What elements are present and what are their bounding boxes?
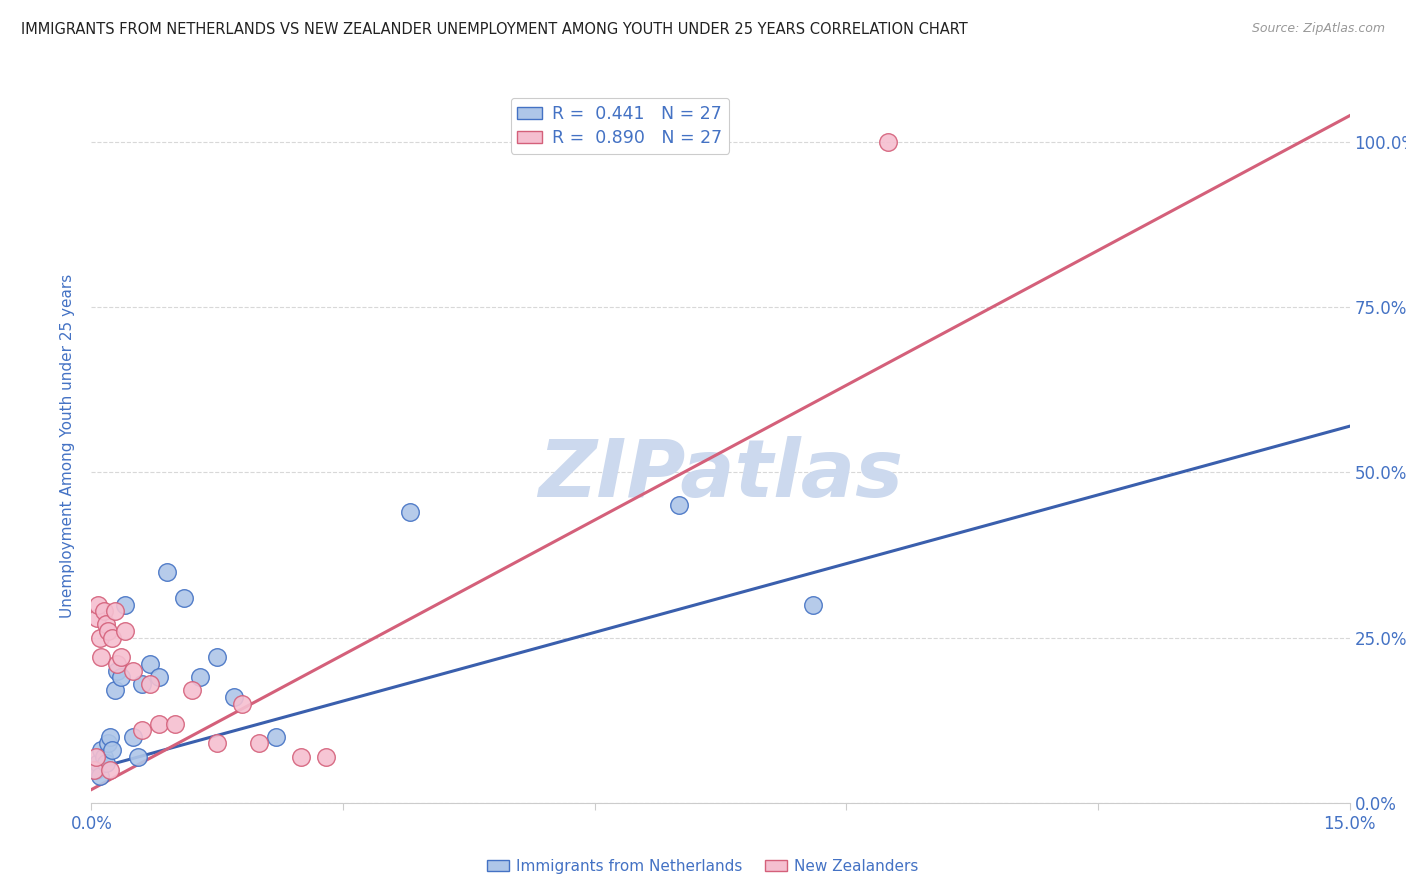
Point — [89, 631, 111, 645]
Point — [668, 499, 690, 513]
Text: IMMIGRANTS FROM NETHERLANDS VS NEW ZEALANDER UNEMPLOYMENT AMONG YOUTH UNDER 25 Y: IMMIGRANTS FROM NETHERLANDS VS NEW ZEALA… — [21, 22, 967, 37]
Point — [110, 670, 132, 684]
Point — [84, 763, 107, 777]
Point — [877, 135, 900, 149]
Point — [181, 683, 204, 698]
Point — [104, 683, 127, 698]
Point — [148, 716, 170, 731]
Point — [87, 756, 110, 771]
Point — [96, 617, 118, 632]
Point — [139, 657, 162, 671]
Point — [98, 730, 121, 744]
Point — [90, 743, 112, 757]
Point — [205, 736, 228, 750]
Point — [801, 598, 824, 612]
Point — [127, 749, 149, 764]
Text: Source: ZipAtlas.com: Source: ZipAtlas.com — [1251, 22, 1385, 36]
Point — [114, 624, 136, 638]
Point — [264, 730, 287, 744]
Point — [86, 611, 108, 625]
Point — [101, 743, 124, 757]
Point — [93, 749, 115, 764]
Point — [97, 624, 120, 638]
Point — [114, 598, 136, 612]
Point — [131, 677, 153, 691]
Y-axis label: Unemployment Among Youth under 25 years: Unemployment Among Youth under 25 years — [60, 274, 76, 618]
Legend: Immigrants from Netherlands, New Zealanders: Immigrants from Netherlands, New Zealand… — [481, 853, 925, 880]
Point — [122, 664, 145, 678]
Point — [205, 650, 228, 665]
Point — [98, 763, 121, 777]
Point — [105, 657, 128, 671]
Point — [122, 730, 145, 744]
Point — [156, 565, 179, 579]
Point — [399, 505, 422, 519]
Point — [247, 736, 270, 750]
Text: ZIPatlas: ZIPatlas — [538, 435, 903, 514]
Point — [90, 650, 112, 665]
Point — [131, 723, 153, 738]
Point — [105, 664, 128, 678]
Point — [101, 631, 124, 645]
Legend: R =  0.441   N = 27, R =  0.890   N = 27: R = 0.441 N = 27, R = 0.890 N = 27 — [510, 98, 730, 153]
Point — [173, 591, 195, 605]
Point — [222, 690, 245, 704]
Point — [83, 763, 105, 777]
Point — [84, 749, 107, 764]
Point — [93, 604, 115, 618]
Point — [148, 670, 170, 684]
Point — [139, 677, 162, 691]
Point — [89, 769, 111, 783]
Point — [87, 598, 110, 612]
Point — [290, 749, 312, 764]
Point — [110, 650, 132, 665]
Point — [104, 604, 127, 618]
Point — [315, 749, 337, 764]
Point — [190, 670, 212, 684]
Point — [97, 736, 120, 750]
Point — [231, 697, 253, 711]
Point — [165, 716, 187, 731]
Point — [96, 756, 118, 771]
